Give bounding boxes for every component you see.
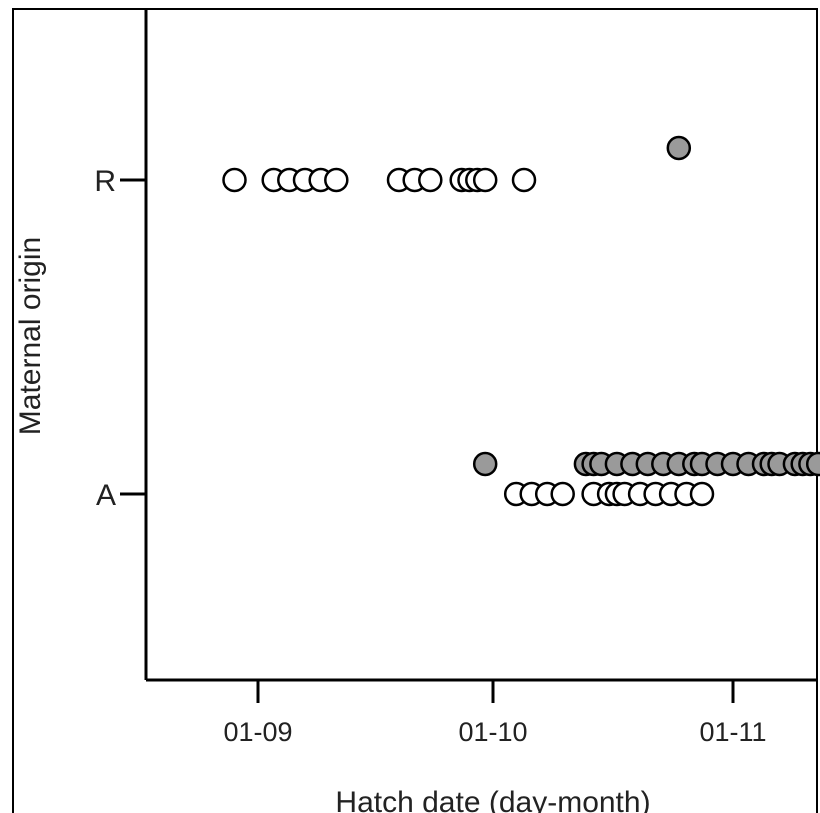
y-tick-label: R [94, 165, 116, 198]
x-tick-label: 01-09 [223, 717, 292, 747]
y-axis-label: Maternal origin [14, 237, 47, 435]
filled-point [805, 451, 820, 477]
open-point [418, 167, 443, 193]
open-point [324, 167, 349, 193]
open-point [472, 167, 498, 193]
open-point [689, 481, 715, 507]
x-tick-label: 01-10 [458, 717, 527, 747]
filled-point [666, 135, 692, 161]
filled-point [472, 451, 498, 477]
open-point [222, 167, 247, 193]
open-point [550, 481, 575, 507]
y-ticks: AR [94, 165, 146, 512]
y-tick-label: A [96, 479, 116, 512]
axes [144, 8, 818, 682]
x-ticks: 01-09 01-10 01-11 [223, 680, 767, 747]
open-point [511, 167, 537, 193]
x-tick-label: 01-11 [699, 717, 766, 747]
figure-frame [12, 8, 818, 813]
data-points [222, 135, 820, 507]
x-axis-label: Hatch date (day-month) [335, 786, 650, 813]
